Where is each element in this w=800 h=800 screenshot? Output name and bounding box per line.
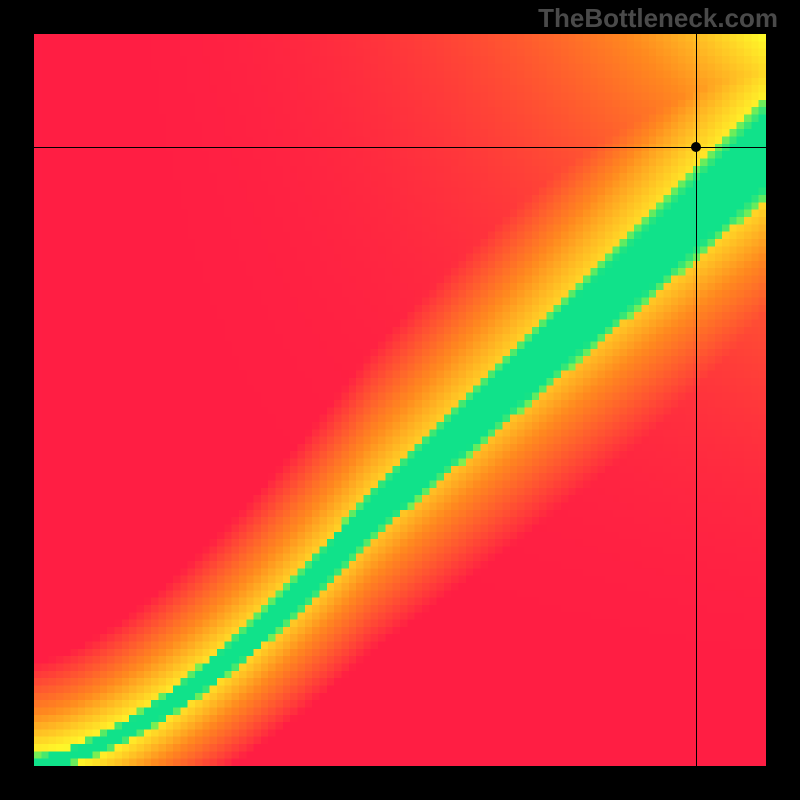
bottleneck-heatmap bbox=[34, 34, 766, 766]
watermark-label: TheBottleneck.com bbox=[538, 3, 778, 34]
crosshair-horizontal bbox=[34, 147, 766, 148]
plot-area bbox=[34, 34, 766, 766]
